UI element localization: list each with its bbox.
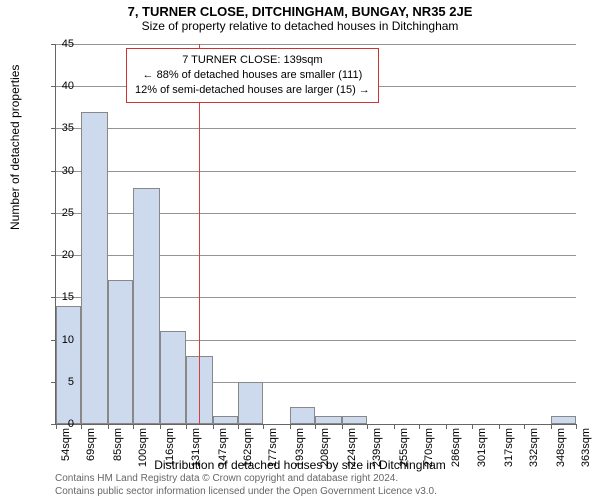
annotation-line: 7 TURNER CLOSE: 139sqm — [135, 53, 370, 68]
xtick-mark — [446, 424, 447, 429]
xtick-mark — [394, 424, 395, 429]
ytick-label: 20 — [44, 249, 74, 261]
gridline — [56, 128, 576, 129]
histogram-bar — [56, 306, 81, 424]
xtick-mark — [213, 424, 214, 429]
footer-attribution: Contains HM Land Registry data © Crown c… — [55, 473, 437, 498]
histogram-bar — [551, 416, 576, 424]
histogram-bar — [81, 112, 108, 424]
ytick-label: 0 — [44, 418, 74, 430]
xtick-mark — [108, 424, 109, 429]
gridline — [56, 44, 576, 45]
xtick-mark — [290, 424, 291, 429]
histogram-bar — [133, 188, 160, 424]
xtick-mark — [342, 424, 343, 429]
xtick-mark — [133, 424, 134, 429]
ytick-label: 45 — [44, 38, 74, 50]
xtick-mark — [576, 424, 577, 429]
xtick-mark — [263, 424, 264, 429]
histogram-bar — [342, 416, 367, 424]
annotation-line: 12% of semi-detached houses are larger (… — [135, 83, 370, 98]
footer-line-2: Contains public sector information licen… — [55, 486, 437, 499]
histogram-bar — [108, 280, 133, 424]
chart-title: 7, TURNER CLOSE, DITCHINGHAM, BUNGAY, NR… — [0, 0, 600, 19]
xtick-mark — [367, 424, 368, 429]
ytick-label: 5 — [44, 376, 74, 388]
annotation-line: ← 88% of detached houses are smaller (11… — [135, 68, 370, 83]
ytick-label: 40 — [44, 80, 74, 92]
xtick-mark — [499, 424, 500, 429]
xtick-mark — [81, 424, 82, 429]
xtick-mark — [186, 424, 187, 429]
plot-area: 54sqm69sqm85sqm100sqm116sqm131sqm147sqm1… — [55, 44, 575, 424]
ytick-label: 25 — [44, 207, 74, 219]
xtick-mark — [238, 424, 239, 429]
xtick-mark — [419, 424, 420, 429]
histogram-bar — [160, 331, 185, 424]
xtick-label: 69sqm — [85, 428, 97, 461]
histogram-bar — [290, 407, 315, 424]
histogram-bar — [238, 382, 263, 424]
xtick-mark — [551, 424, 552, 429]
ytick-label: 35 — [44, 122, 74, 134]
xtick-mark — [315, 424, 316, 429]
xtick-mark — [160, 424, 161, 429]
xtick-label: 54sqm — [60, 428, 72, 461]
ytick-label: 10 — [44, 334, 74, 346]
annotation-box: 7 TURNER CLOSE: 139sqm← 88% of detached … — [126, 48, 379, 103]
y-axis-label: Number of detached properties — [8, 65, 22, 230]
plot-region: 54sqm69sqm85sqm100sqm116sqm131sqm147sqm1… — [55, 44, 576, 425]
gridline — [56, 171, 576, 172]
ytick-label: 15 — [44, 291, 74, 303]
xtick-mark — [472, 424, 473, 429]
xtick-mark — [524, 424, 525, 429]
ytick-label: 30 — [44, 165, 74, 177]
chart-subtitle: Size of property relative to detached ho… — [0, 19, 600, 37]
histogram-bar — [315, 416, 342, 424]
histogram-bar — [213, 416, 238, 424]
footer-line-1: Contains HM Land Registry data © Crown c… — [55, 473, 437, 486]
xtick-label: 85sqm — [112, 428, 124, 461]
x-axis-label: Distribution of detached houses by size … — [0, 458, 600, 472]
chart-container: 7, TURNER CLOSE, DITCHINGHAM, BUNGAY, NR… — [0, 0, 600, 500]
